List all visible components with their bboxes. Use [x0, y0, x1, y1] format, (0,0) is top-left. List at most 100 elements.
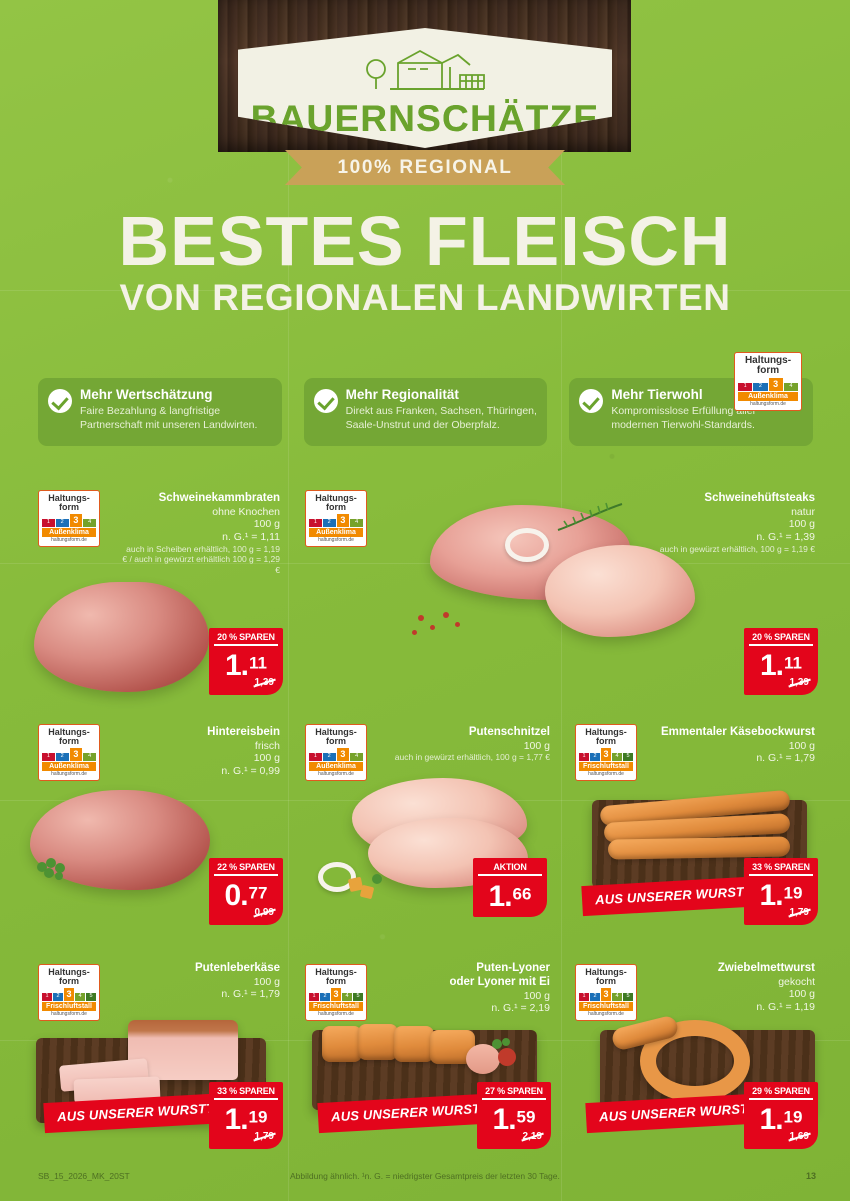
price-amount: 0.77 [214, 879, 278, 912]
lyoner-sausage-icon [358, 1024, 398, 1060]
haltungsform-url: haltungsform.de [588, 1011, 624, 1018]
price-badge-emmentaler: 33 % SPAREN 1.19 1,79 [744, 858, 818, 925]
product-label-putenschnitzel: Putenschnitzel 100 g auch in gewürzt erh… [370, 726, 550, 763]
product-label-zwiebelmettwurst: Zwiebelmettwurst gekocht 100 g n. G.¹ = … [660, 962, 815, 1014]
haltungsform-keeping: Frischluftstall [42, 1002, 96, 1012]
rosemary-sprig-icon [556, 500, 626, 539]
haltungsform-level-4: 4 [75, 993, 85, 1001]
page-title: BESTES FLEISCH VON REGIONALEN LANDWIRTEN [0, 206, 850, 315]
price-amount: 1.66 [478, 880, 542, 913]
haltungsform-keeping: Außenklima [309, 528, 363, 538]
haltungsform-title-line1: Haltungs- [585, 967, 627, 977]
haltungsform-level-5: 5 [623, 993, 633, 1001]
price-badge-zwiebelmettwurst: 29 % SPAREN 1.19 1,69 [744, 1082, 818, 1149]
haltungsform-level-5: 5 [86, 993, 96, 1001]
price-badge-schweinehueftsteaks: 20 % SPAREN 1.11 1,39 [744, 628, 818, 695]
price-save-label: 20 % SPAREN [214, 632, 278, 646]
haltungsform-title-line1: Haltungs- [585, 727, 627, 737]
haltungsform-title-line2: form [326, 502, 346, 512]
price-separator: . [775, 649, 785, 682]
pepper-corn-icon [443, 612, 449, 618]
price-save-label: 33 % SPAREN [749, 862, 813, 876]
product-subtitle: natur [791, 505, 815, 518]
price-old: 1,79 [749, 907, 813, 918]
price-save-label: 29 % SPAREN [749, 1086, 813, 1100]
haltungsform-scale: 1 2 3 4 [309, 748, 363, 761]
onion-ring-garnish-icon [505, 528, 549, 562]
haltungsform-level-2: 2 [590, 993, 600, 1001]
parsley-garnish-icon [34, 855, 78, 890]
product-label-schweinehueftsteaks: Schweinehüftsteaks natur 100 g n. G.¹ = … [650, 492, 815, 554]
price-save-label: 20 % SPAREN [749, 632, 813, 646]
price-cents: 19 [783, 1107, 803, 1127]
haltungsform-level-5: 5 [623, 753, 633, 761]
haltungsform-scale: 1 2 3 4 5 [42, 988, 96, 1001]
haltungsform-level-3-active: 3 [336, 748, 350, 761]
ribbon-label: 100% REGIONAL [337, 156, 513, 178]
haltungsform-scale: 1 2 3 4 5 [579, 988, 633, 1001]
guide-line-vertical-left [288, 0, 289, 1201]
haltungsform-level-3-active: 3 [64, 988, 74, 1001]
product-unit: 100 g [788, 739, 815, 752]
haltungsform-level-3-active: 3 [601, 988, 611, 1001]
haltungsform-keeping: Außenklima [42, 762, 96, 772]
price-amount: 1.19 [749, 879, 813, 912]
price-euros: 1 [492, 1103, 510, 1136]
product-name: Putenleberkäse [194, 962, 280, 974]
haltungsform-badge-putenleberkaese: Haltungs- form 1 2 3 4 5 Frischluftstall… [38, 964, 100, 1021]
lyoner-sausage-icon [322, 1026, 362, 1062]
price-separator: . [504, 880, 513, 913]
haltungsform-url: haltungsform.de [318, 537, 354, 544]
product-name: Schweinekammbraten [158, 492, 280, 504]
tomato-garnish-icon [498, 1048, 516, 1066]
price-separator: . [508, 1103, 517, 1136]
haltungsform-level-2: 2 [55, 753, 69, 761]
haltungsform-level-2: 2 [753, 383, 768, 391]
product-name: Schweinehüftsteaks [704, 492, 815, 504]
haltungsform-level-2: 2 [53, 993, 63, 1001]
haltungsform-keeping: Außenklima [738, 392, 798, 402]
haltungsform-level-2: 2 [322, 753, 336, 761]
vegetable-garnish-icon [345, 870, 385, 911]
benefit-text: Faire Bezahlung & langfristige Partnersc… [80, 404, 258, 431]
farm-barn-icon [360, 45, 490, 96]
price-badge-putenschnitzel: AKTION 1.66 [473, 858, 547, 917]
haltungsform-level-4: 4 [612, 993, 622, 1001]
product-reference-price: n. G.¹ = 0,99 [221, 764, 280, 777]
haltungsform-level-1: 1 [309, 993, 319, 1001]
haltungsform-url: haltungsform.de [51, 537, 87, 544]
haltungsform-keeping: Außenklima [309, 762, 363, 772]
haltungsform-level-1: 1 [738, 383, 753, 391]
product-unit: 100 g [523, 989, 550, 1002]
haltungsform-keeping: Frischluftstall [309, 1002, 363, 1012]
benefit-title: Mehr Tierwohl [611, 387, 703, 402]
price-badge-schweinekammbraten: 20 % SPAREN 1.11 1,39 [209, 628, 283, 695]
product-unit: 100 g [253, 975, 280, 988]
haltungsform-title-line2: form [59, 736, 79, 746]
haltungsform-scale: 1 2 3 4 [42, 748, 96, 761]
haltungsform-url: haltungsform.de [750, 401, 786, 408]
haltungsform-level-4: 4 [342, 993, 352, 1001]
benefit-title: Mehr Wertschätzung [80, 387, 213, 402]
benefit-card-wertschaetzung: Mehr Wertschätzung Faire Bezahlung & lan… [38, 378, 282, 446]
check-circle-icon [48, 389, 72, 413]
price-amount: 1.59 [482, 1103, 546, 1136]
haltungsform-title-line1: Haltungs- [48, 493, 90, 503]
haltungsform-level-1: 1 [579, 753, 589, 761]
price-save-label: 22 % SPAREN [214, 862, 278, 876]
haltungsform-badge-schweinehueftsteaks: Haltungs- form 1 2 3 4 Außenklima haltun… [305, 490, 367, 547]
price-separator: . [775, 1103, 784, 1136]
check-circle-icon [579, 389, 604, 413]
haltungsform-title-line1: Haltungs- [48, 967, 90, 977]
price-save-label: AKTION [478, 862, 542, 876]
price-cents: 77 [248, 883, 268, 903]
product-name: Puten-Lyoner [476, 962, 550, 974]
product-subtitle: ohne Knochen [212, 505, 280, 518]
haltungsform-level-4: 4 [350, 753, 363, 761]
product-unit: 100 g [253, 518, 280, 531]
haltungsform-scale: 1 2 3 4 5 [309, 988, 363, 1001]
price-old-value: 1,79 [254, 1131, 274, 1142]
product-note: auch in gewürzt erhältlich, 100 g = 1,77… [394, 752, 550, 763]
haltungsform-keeping: Frischluftstall [579, 762, 633, 772]
product-reference-price: n. G.¹ = 1,11 [222, 530, 280, 543]
